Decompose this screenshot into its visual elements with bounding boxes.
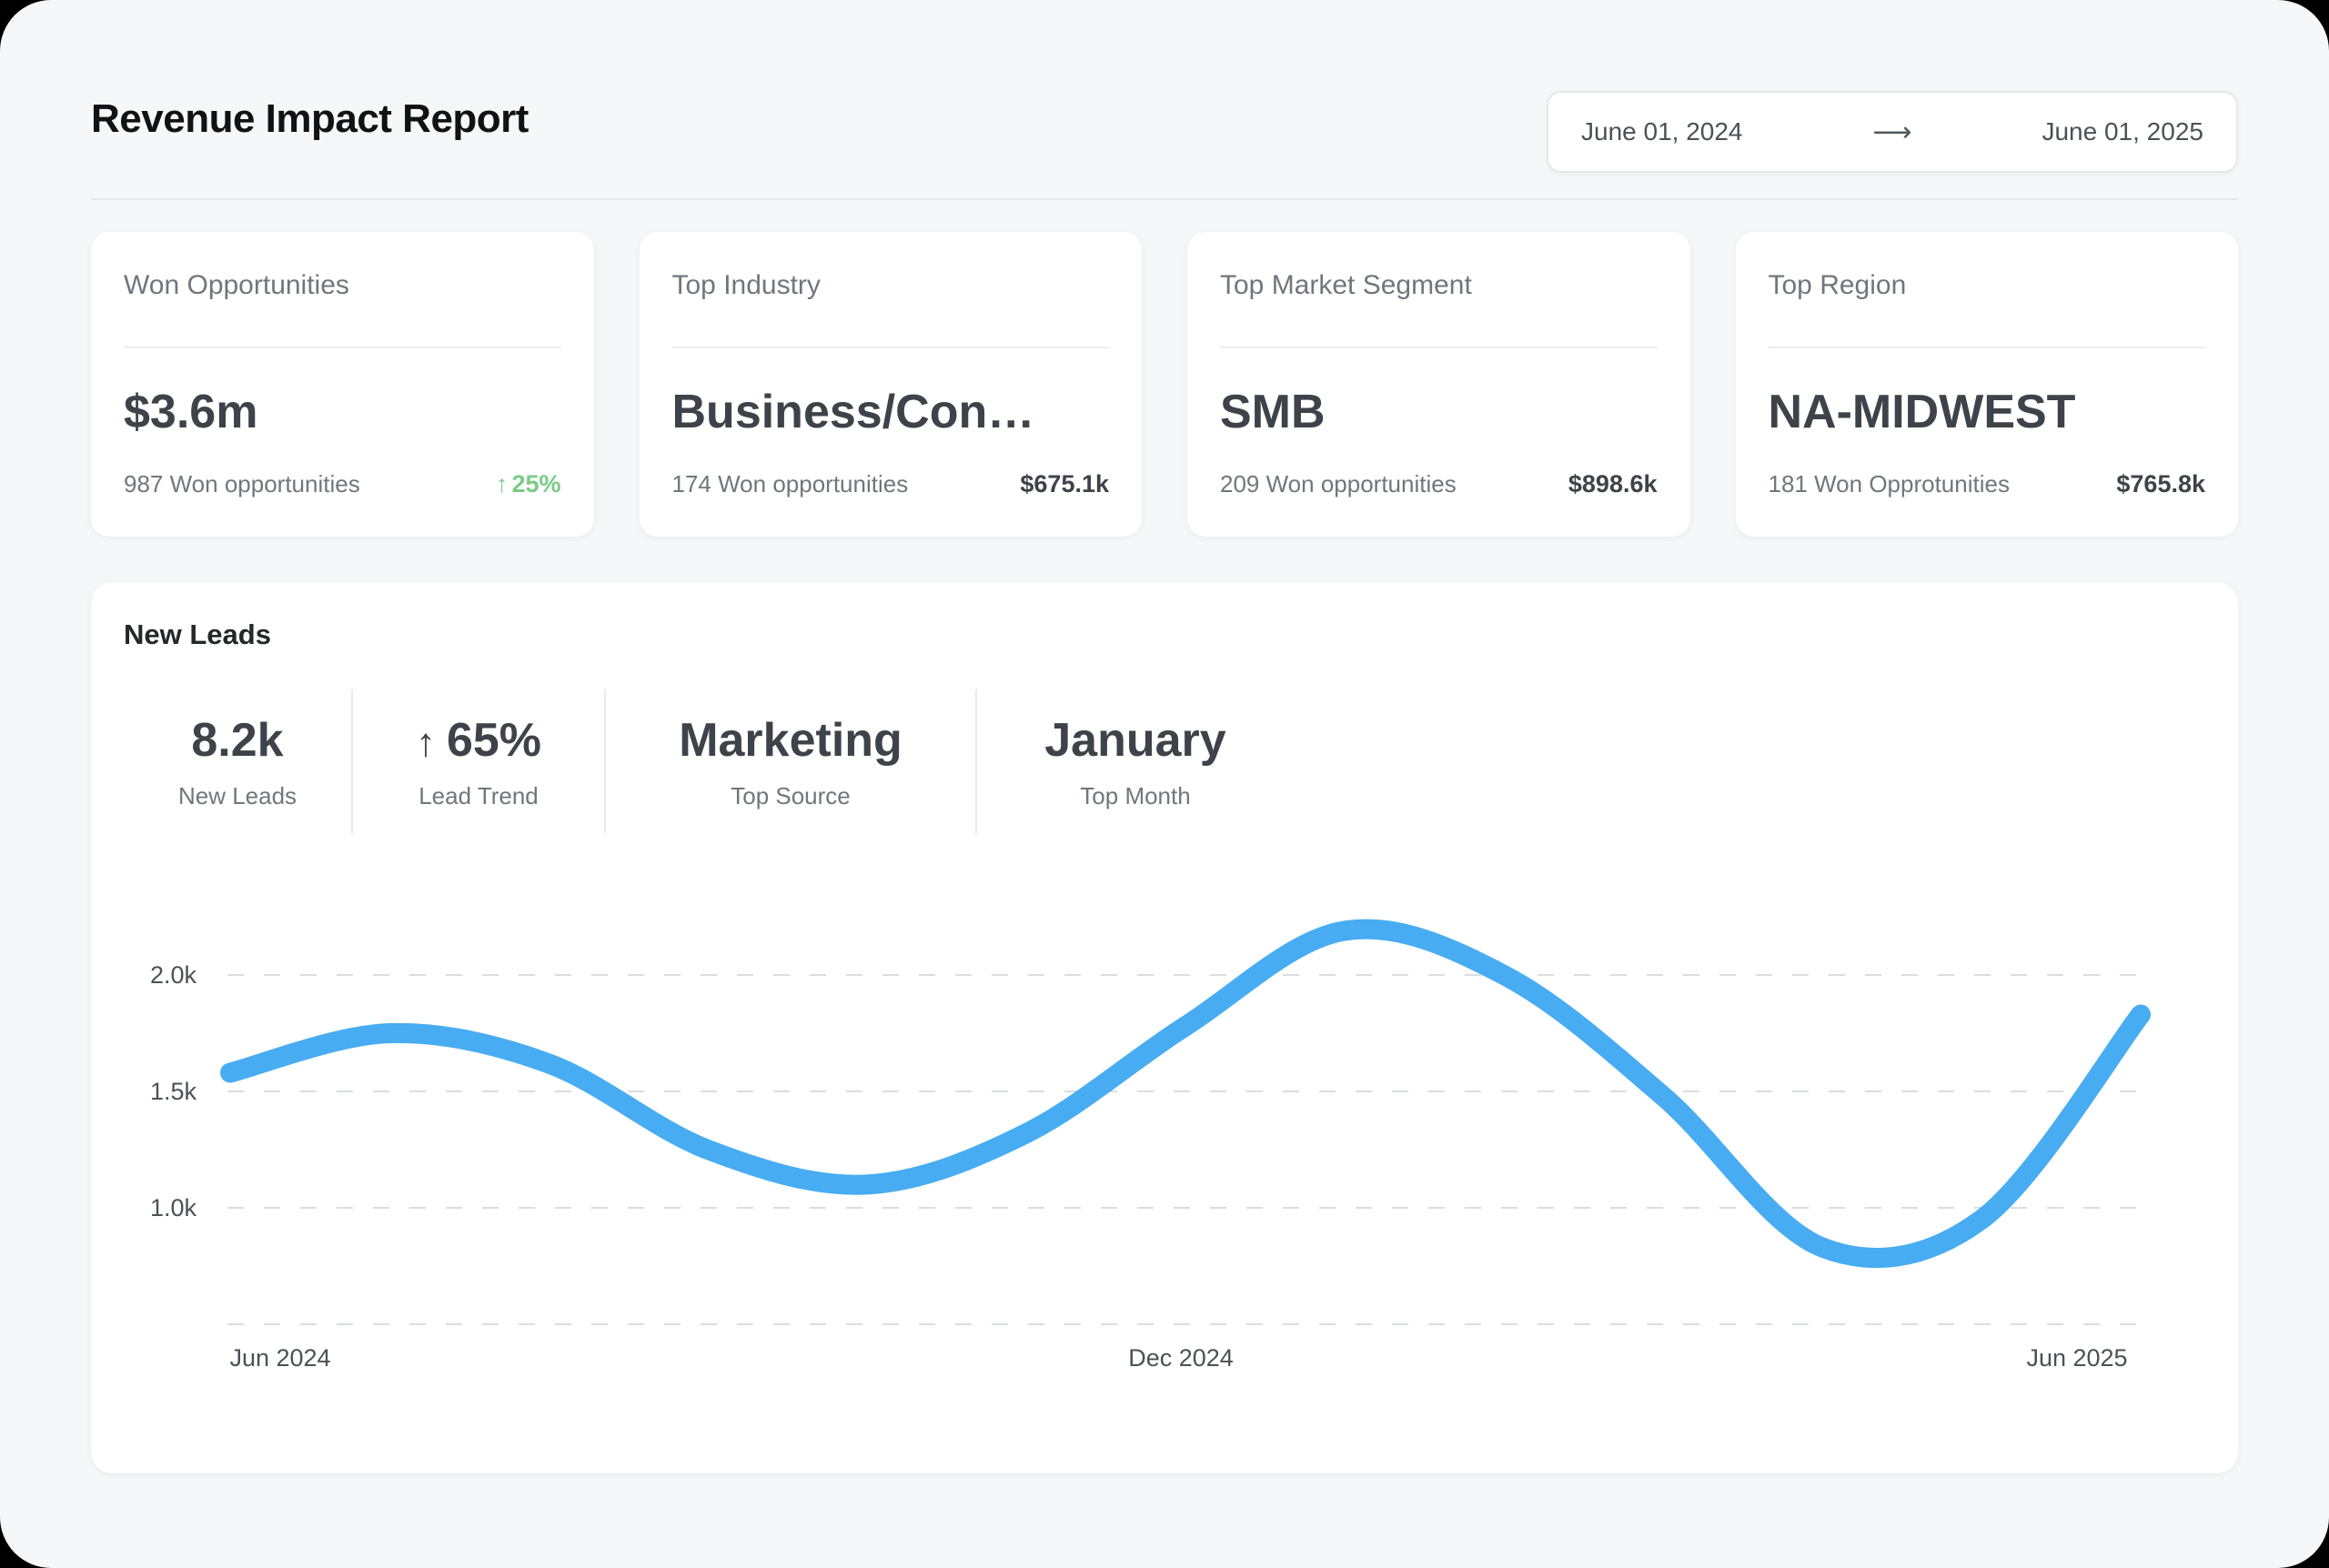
card-sub-value: $765.8k	[2116, 470, 2205, 498]
stat-lead-trend: ↑ 65% Lead Trend	[351, 689, 604, 833]
arrow-up-icon: ↑	[495, 470, 509, 498]
card-title: Won Opportunities	[124, 270, 349, 300]
arrow-up-icon: ↑	[415, 719, 436, 765]
stat-label: Top Month	[1080, 781, 1191, 809]
card-divider	[1768, 347, 2205, 348]
stat-new-leads: 8.2k New Leads	[124, 689, 351, 833]
card-sub-value: $898.6k	[1568, 470, 1658, 498]
stat-value: Marketing	[679, 713, 902, 767]
y-axis-tick: 1.5k	[149, 1078, 197, 1105]
card-title: Top Market Segment	[1220, 270, 1472, 300]
card-sub-label: 181 Won Opprotunities	[1768, 470, 2010, 498]
card-value: SMB	[1220, 386, 1326, 438]
card-divider	[124, 347, 561, 348]
card-sub-value: $675.1k	[1020, 470, 1109, 498]
y-axis-tick: 2.0k	[149, 961, 197, 989]
card-divider	[671, 347, 1109, 348]
stat-value: January	[1044, 713, 1226, 767]
card-value: NA-MIDWEST	[1768, 386, 2076, 438]
kpi-cards-row: Won Opportunities $3.6m 987 Won opportun…	[91, 232, 2238, 537]
date-range-start[interactable]: June 01, 2024	[1581, 117, 1743, 146]
card-title: Top Industry	[671, 270, 821, 300]
card-top-region: Top Region NA-MIDWEST 181 Won Opprotunit…	[1735, 232, 2238, 537]
card-top-industry: Top Industry Business/Con… 174 Won oppor…	[639, 232, 1142, 537]
trend-badge: ↑ 25%	[496, 470, 561, 498]
card-value: $3.6m	[124, 386, 258, 438]
card-value: Business/Con…	[671, 386, 1035, 438]
leads-trend-line	[220, 919, 2151, 1269]
stat-top-source: Marketing Top Source	[604, 689, 975, 833]
stat-label: Top Source	[731, 781, 851, 809]
page-title: Revenue Impact Report	[91, 96, 529, 141]
stat-top-month: January Top Month	[975, 689, 1294, 833]
card-sub-label: 209 Won opportunities	[1220, 470, 1457, 498]
stat-label: Lead Trend	[418, 781, 539, 809]
card-top-market-segment: Top Market Segment SMB 209 Won opportuni…	[1187, 232, 1690, 537]
y-axis-tick: 1.0k	[149, 1194, 197, 1221]
card-divider	[1220, 347, 1658, 348]
date-range-end[interactable]: June 01, 2025	[2042, 117, 2203, 146]
new-leads-panel: New Leads 8.2k New Leads ↑ 65% Lead Trend…	[91, 582, 2238, 1473]
panel-title: New Leads	[124, 618, 271, 650]
trend-value: 25%	[511, 470, 561, 498]
x-axis-tick: Jun 2024	[229, 1344, 331, 1372]
new-leads-stats-row: 8.2k New Leads ↑ 65% Lead Trend Marketing…	[124, 689, 1294, 833]
card-sub-label: 987 Won opportunities	[124, 470, 360, 498]
stat-label: New Leads	[177, 781, 297, 809]
stat-value: 8.2k	[191, 713, 284, 767]
x-axis-tick: Dec 2024	[1128, 1344, 1234, 1372]
arrow-right-icon: ⟶	[1872, 116, 1912, 147]
card-sub-label: 174 Won opportunities	[671, 470, 909, 498]
x-axis-tick: Jun 2025	[2026, 1344, 2128, 1372]
card-title: Top Region	[1768, 270, 1907, 300]
card-won-opportunities: Won Opportunities $3.6m 987 Won opportun…	[91, 232, 594, 537]
stat-value: 65%	[446, 713, 542, 767]
date-range-picker[interactable]: June 01, 2024 ⟶ June 01, 2025	[1547, 91, 2238, 173]
header-divider	[91, 198, 2238, 200]
